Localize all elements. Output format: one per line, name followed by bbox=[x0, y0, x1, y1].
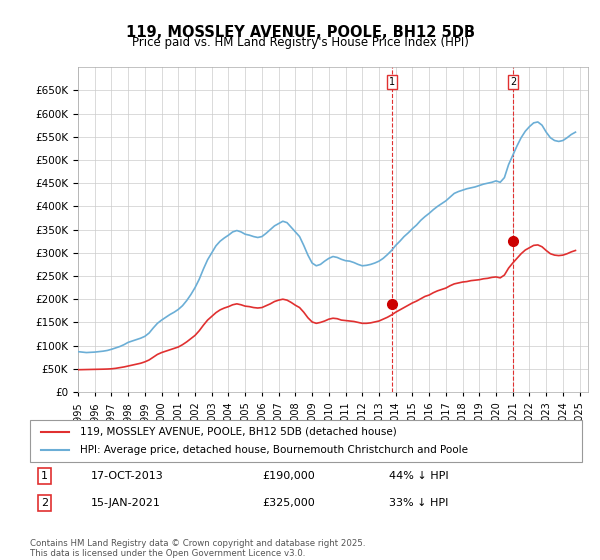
Text: 33% ↓ HPI: 33% ↓ HPI bbox=[389, 498, 448, 508]
Text: 15-JAN-2021: 15-JAN-2021 bbox=[91, 498, 161, 508]
Text: HPI: Average price, detached house, Bournemouth Christchurch and Poole: HPI: Average price, detached house, Bour… bbox=[80, 445, 467, 455]
Text: 44% ↓ HPI: 44% ↓ HPI bbox=[389, 471, 448, 481]
FancyBboxPatch shape bbox=[30, 420, 582, 462]
Text: £325,000: £325,000 bbox=[262, 498, 314, 508]
Text: Contains HM Land Registry data © Crown copyright and database right 2025.
This d: Contains HM Land Registry data © Crown c… bbox=[30, 539, 365, 558]
Text: 2: 2 bbox=[510, 77, 517, 87]
Text: 17-OCT-2013: 17-OCT-2013 bbox=[91, 471, 163, 481]
Text: 1: 1 bbox=[389, 77, 395, 87]
Text: £190,000: £190,000 bbox=[262, 471, 314, 481]
Text: 1: 1 bbox=[41, 471, 48, 481]
Text: Price paid vs. HM Land Registry's House Price Index (HPI): Price paid vs. HM Land Registry's House … bbox=[131, 36, 469, 49]
Text: 2: 2 bbox=[41, 498, 48, 508]
Text: 119, MOSSLEY AVENUE, POOLE, BH12 5DB (detached house): 119, MOSSLEY AVENUE, POOLE, BH12 5DB (de… bbox=[80, 427, 397, 437]
Text: 119, MOSSLEY AVENUE, POOLE, BH12 5DB: 119, MOSSLEY AVENUE, POOLE, BH12 5DB bbox=[125, 25, 475, 40]
